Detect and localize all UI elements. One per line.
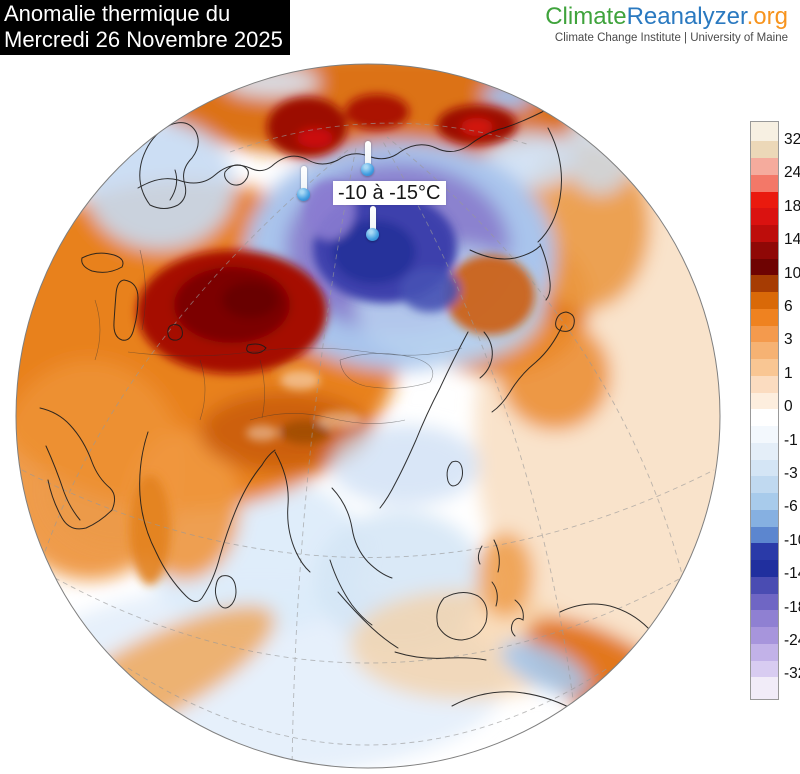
logo-subtitle: Climate Change Institute | University of…: [554, 32, 788, 44]
site-logo-wordmark[interactable]: ClimateReanalyzer.org: [545, 3, 788, 31]
colorbar-segment: [751, 594, 778, 610]
logo-word-climate: Climate: [545, 3, 627, 30]
colorbar-segment: [751, 158, 778, 175]
map-title-line1: Anomalie thermique du: [4, 1, 231, 26]
colorbar-segment: [751, 292, 778, 309]
colorbar-tick-label: -6: [784, 498, 798, 515]
pin-bulb: [366, 228, 379, 241]
colorbar-tick-label: -32: [784, 665, 800, 682]
colorbar-segment: [751, 577, 778, 594]
colorbar-segment: [751, 644, 778, 661]
colorbar-segment: [751, 342, 778, 359]
colorbar-segment: [751, 627, 778, 644]
colorbar-segment: [751, 326, 778, 342]
coastlines: [39, 103, 649, 768]
colorbar-tick-label: 0: [784, 398, 793, 415]
colorbar-tick-label: 18: [784, 198, 800, 215]
pin-bulb: [297, 188, 310, 201]
colorbar-tick-label: 14: [784, 231, 800, 248]
colorbar-segment: [751, 141, 778, 158]
thermometer-pin-icon: [360, 141, 375, 176]
graticule-lines: [21, 122, 715, 768]
colorbar-segment: [751, 661, 778, 677]
temperature-annotation: -10 à -15°C: [333, 181, 446, 205]
map-title: Anomalie thermique du Mercredi 26 Novemb…: [0, 0, 290, 55]
colorbar-segment: [751, 460, 778, 476]
colorbar-segment: [751, 208, 778, 225]
globe-rim: [15, 63, 721, 769]
colorbar-segment: [751, 242, 778, 259]
colorbar-segment: [751, 393, 778, 409]
colorbar-segment: [751, 426, 778, 443]
colorbar-segment: [751, 527, 778, 543]
colorbar-segment: [751, 510, 778, 527]
colorbar-segment: [751, 493, 778, 510]
colorbar-segment: [751, 376, 778, 393]
colorbar-tick-label: -18: [784, 599, 800, 616]
pin-stem: [364, 141, 371, 167]
colorbar-segment: [751, 677, 778, 699]
colorbar-tick-label: -24: [784, 632, 800, 649]
colorbar-segment: [751, 359, 778, 376]
colorbar-segment: [751, 259, 778, 275]
colorbar-tick-label: 1: [784, 365, 793, 382]
thermometer-pin-icon: [296, 166, 311, 201]
colorbar-segment: [751, 560, 778, 577]
colorbar-tick-label: 6: [784, 298, 793, 315]
colorbar-segment: [751, 610, 778, 627]
colorbar-segment: [751, 225, 778, 242]
colorbar-segment: [751, 309, 778, 326]
colorbar-segment: [751, 122, 778, 141]
colorbar: [750, 121, 779, 700]
colorbar-tick-label: -14: [784, 565, 800, 582]
pin-bulb: [361, 163, 374, 176]
colorbar-segment: [751, 543, 778, 560]
colorbar-tick-label: 3: [784, 331, 793, 348]
pin-stem: [369, 206, 376, 232]
colorbar-segment: [751, 476, 778, 493]
colorbar-tick-label: 24: [784, 164, 800, 181]
site-logo[interactable]: ClimateReanalyzer.org Climate Change Ins…: [545, 3, 788, 44]
colorbar-tick-label: -1: [784, 432, 798, 449]
pin-stem: [300, 166, 307, 192]
colorbar-segment: [751, 443, 778, 460]
colorbar-tick-label: 32: [784, 131, 800, 148]
colorbar-tick-label: -3: [784, 465, 798, 482]
thermometer-pin-icon: [365, 206, 380, 241]
map-title-line2: Mercredi 26 Novembre 2025: [4, 26, 283, 52]
logo-word-org: .org: [746, 3, 788, 30]
colorbar-tick-label: -10: [784, 532, 800, 549]
colorbar-segment: [751, 275, 778, 292]
colorbar-segment: [751, 192, 778, 208]
colorbar-segment: [751, 175, 778, 192]
logo-word-reanalyzer: Reanalyzer: [626, 3, 747, 30]
colorbar-segment: [751, 409, 778, 426]
country-borders: [94, 249, 463, 424]
colorbar-tick-label: 10: [784, 265, 800, 282]
